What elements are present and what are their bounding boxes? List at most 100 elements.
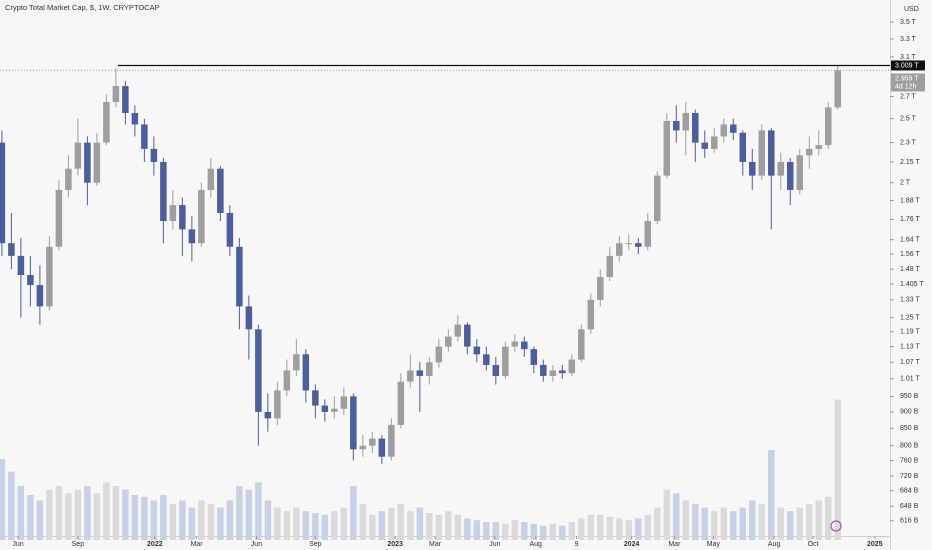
- x-tick-label: Oct: [808, 541, 819, 548]
- volume-bar: [749, 500, 756, 540]
- volume-bar: [540, 525, 547, 540]
- volume-bar: [692, 504, 699, 540]
- y-tick-label: 720 B: [900, 473, 919, 480]
- candle-body: [625, 243, 633, 245]
- candle-body: [274, 390, 281, 419]
- candle-body: [654, 175, 661, 222]
- y-tick-label: 800 B: [900, 443, 919, 450]
- x-tick-label: 2024: [624, 541, 640, 548]
- y-tick-label: 1.25 T: [900, 314, 920, 321]
- candle-body: [55, 189, 63, 247]
- x-tick-label: 2025: [867, 541, 883, 548]
- y-tick-label: 1.56 T: [900, 251, 920, 258]
- volume-bar: [625, 520, 633, 540]
- volume-bar: [606, 516, 614, 540]
- candle-body: [663, 120, 671, 176]
- x-tick-label: Jun: [251, 541, 262, 548]
- volume-bar: [711, 511, 718, 540]
- volume-bar: [654, 507, 661, 540]
- candle-body: [568, 359, 576, 374]
- volume-bar: [103, 482, 110, 540]
- indicator-icon[interactable]: [830, 520, 842, 532]
- candle-body: [397, 381, 405, 425]
- candle-body: [302, 354, 310, 391]
- volume-bar: [283, 511, 291, 540]
- x-tick-label: May: [707, 541, 721, 548]
- y-tick-label: 1.13 T: [900, 343, 920, 350]
- volume-bar: [245, 489, 253, 540]
- currency-label: USD: [904, 6, 919, 13]
- x-tick-label: Jun: [12, 541, 23, 548]
- volume-bar: [635, 518, 642, 540]
- volume-bar: [644, 514, 652, 540]
- candle-body: [549, 370, 557, 376]
- x-tick-label: 9: [575, 541, 579, 548]
- volume-bar: [321, 514, 329, 540]
- volume-bar: [578, 518, 585, 540]
- candle-body: [236, 246, 243, 307]
- volume-bar: [226, 500, 234, 540]
- volume-bar: [122, 489, 129, 540]
- candle-body: [74, 142, 82, 169]
- volume-bar: [777, 507, 785, 540]
- y-tick-label: 1.01 T: [900, 376, 920, 383]
- candle-body: [0, 142, 6, 244]
- candle-body: [758, 130, 766, 176]
- volume-bar: [36, 500, 44, 540]
- volume-bar: [426, 513, 433, 540]
- volume-bar: [93, 493, 101, 540]
- candle-body: [682, 112, 690, 131]
- candle-body: [834, 70, 842, 108]
- volume-bar: [587, 514, 595, 540]
- volume-bar: [730, 511, 737, 540]
- y-tick-label: 850 B: [900, 425, 919, 432]
- volume-bar: [27, 495, 34, 540]
- candle-body: [255, 329, 262, 412]
- x-tick-label: 2022: [147, 541, 163, 548]
- volume-bar: [616, 518, 623, 540]
- y-tick-label: 2.7 T: [900, 93, 917, 100]
- volume-bar: [397, 504, 405, 540]
- volume-bar: [150, 500, 158, 540]
- candle-body: [426, 362, 433, 376]
- candle-body: [559, 370, 566, 374]
- volume-bar: [274, 507, 281, 540]
- candle-body: [264, 411, 272, 419]
- candle-body: [321, 405, 329, 412]
- y-tick-label: 648 B: [900, 503, 919, 510]
- volume-bar: [141, 496, 148, 540]
- candle-body: [103, 101, 110, 143]
- x-tick-label: Mar: [668, 541, 681, 548]
- candle-body: [407, 370, 414, 382]
- last-price-box: [891, 73, 925, 92]
- volume-bar: [198, 500, 205, 540]
- countdown-label: 4d 12h: [895, 83, 917, 90]
- candle-body: [644, 221, 652, 247]
- y-tick-label: 616 B: [900, 518, 919, 525]
- volume-bar: [188, 507, 196, 540]
- volume-bar: [511, 520, 519, 540]
- volume-bar: [331, 511, 338, 540]
- y-tick-label: 3.3 T: [900, 36, 917, 43]
- x-tick-label: Jun: [489, 541, 500, 548]
- volume-bar: [663, 489, 671, 540]
- candle-body: [160, 161, 167, 222]
- volume-bar: [559, 525, 566, 540]
- volume-bar: [369, 514, 376, 540]
- y-tick-label: 1.64 T: [900, 237, 920, 244]
- candle-body: [502, 346, 509, 376]
- volume-bar: [825, 496, 832, 540]
- high-label: 3.009 T: [895, 62, 919, 69]
- candle-body: [768, 130, 775, 176]
- volume-bar: [0, 459, 6, 540]
- candle-body: [796, 155, 804, 190]
- chart-title: Crypto Total Market Cap, $, 1W, CRYPTOCA…: [5, 3, 160, 12]
- candle-body: [587, 299, 595, 330]
- volume-bar: [17, 486, 25, 540]
- volume-bar: [521, 522, 528, 540]
- volume-bar: [169, 504, 177, 540]
- candle-body: [445, 336, 452, 347]
- candle-body: [787, 161, 794, 190]
- candle-body: [312, 390, 319, 406]
